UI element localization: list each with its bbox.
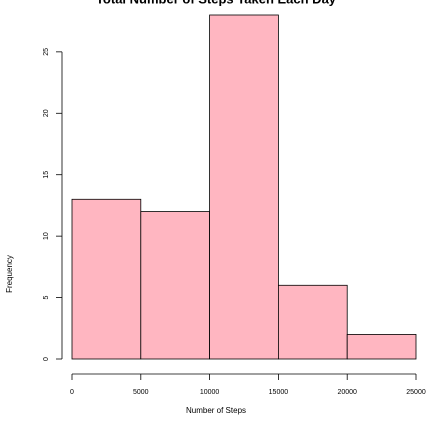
x-tick-label: 0 <box>70 389 74 396</box>
x-axis-title: Number of Steps <box>186 406 246 415</box>
y-axis-title: Frequency <box>5 255 14 293</box>
bar <box>140 211 211 360</box>
y-tick-label: 0 <box>43 357 50 361</box>
x-tick-label: 5000 <box>133 389 149 396</box>
bar <box>277 284 348 360</box>
bar <box>346 334 417 360</box>
x-tick-label: 20000 <box>337 389 357 396</box>
bar <box>209 14 279 360</box>
y-tick-label: 25 <box>43 48 50 56</box>
x-tick-label: 10000 <box>200 389 220 396</box>
y-tick-label: 20 <box>43 109 50 117</box>
y-tick-label: 10 <box>43 232 50 240</box>
y-tick-label: 5 <box>43 296 50 300</box>
x-tick-label: 15000 <box>269 389 289 396</box>
bar <box>71 198 142 360</box>
chart-title: Total Number of Steps Taken Each Day <box>96 0 337 6</box>
x-tick-label: 25000 <box>406 389 426 396</box>
y-tick-label: 15 <box>43 171 50 179</box>
